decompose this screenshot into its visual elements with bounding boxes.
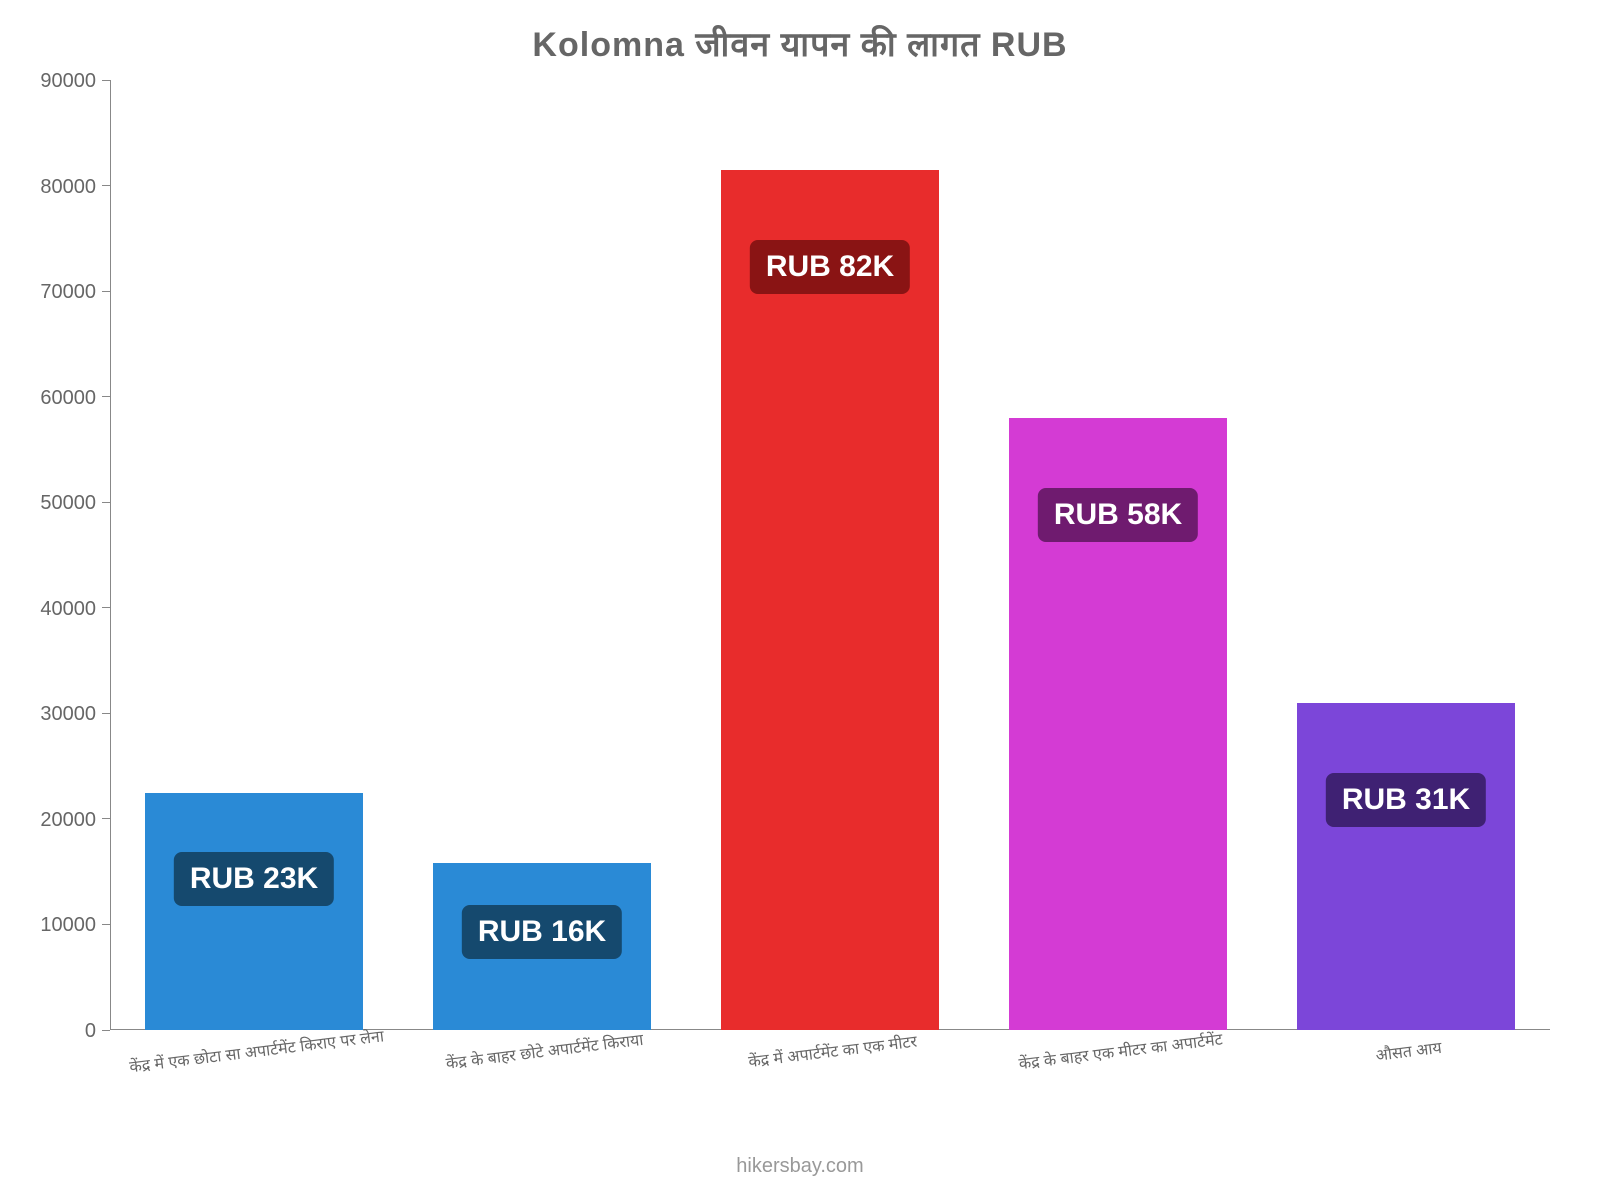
bar-slot: RUB 23Kकेंद्र में एक छोटा सा अपार्टमेंट … (110, 80, 398, 1030)
y-tick-label: 60000 (40, 387, 96, 410)
y-tick-label: 10000 (40, 914, 96, 937)
bar-value-label: RUB 58K (1038, 488, 1198, 542)
chart-container: Kolomna जीवन यापन की लागत RUB 0100002000… (0, 0, 1600, 1200)
y-tick-mark (102, 291, 110, 292)
bar-value-label: RUB 23K (174, 852, 334, 906)
y-tick-mark (102, 80, 110, 81)
y-tick-mark (102, 502, 110, 503)
y-tick-mark (102, 713, 110, 714)
y-tick-label: 80000 (40, 176, 96, 199)
y-tick-label: 0 (85, 1020, 96, 1043)
y-tick-label: 50000 (40, 492, 96, 515)
y-tick-mark (102, 818, 110, 819)
y-tick-mark (102, 396, 110, 397)
x-category-label: केंद्र के बाहर एक मीटर का अपार्टमेंट (1017, 1027, 1223, 1074)
y-tick-label: 70000 (40, 281, 96, 304)
y-tick-label: 40000 (40, 598, 96, 621)
y-tick-mark (102, 1030, 110, 1031)
x-category-label: औसत आय (1374, 1036, 1443, 1066)
y-tick-mark (102, 607, 110, 608)
bar-slot: RUB 31Kऔसत आय (1262, 80, 1550, 1030)
bar (145, 793, 364, 1031)
bar-slot: RUB 16Kकेंद्र के बाहर छोटे अपार्टमेंट कि… (398, 80, 686, 1030)
bar (721, 170, 940, 1030)
bar (1297, 703, 1516, 1030)
bar-slot: RUB 82Kकेंद्र में अपार्टमेंट का एक मीटर (686, 80, 974, 1030)
y-tick-label: 30000 (40, 703, 96, 726)
chart-title: Kolomna जीवन यापन की लागत RUB (0, 20, 1600, 66)
x-category-label: केंद्र में एक छोटा सा अपार्टमेंट किराए प… (128, 1024, 385, 1077)
bar-value-label: RUB 31K (1326, 773, 1486, 827)
x-category-label: केंद्र में अपार्टमेंट का एक मीटर (747, 1030, 918, 1073)
bar-slot: RUB 58Kकेंद्र के बाहर एक मीटर का अपार्टम… (974, 80, 1262, 1030)
x-category-label: केंद्र के बाहर छोटे अपार्टमेंट किराया (445, 1028, 645, 1074)
attribution-text: hikersbay.com (0, 1155, 1600, 1178)
y-tick-mark (102, 185, 110, 186)
plot-area: 0100002000030000400005000060000700008000… (110, 80, 1550, 1030)
y-tick-label: 90000 (40, 70, 96, 93)
bar-value-label: RUB 82K (750, 240, 910, 294)
y-tick-mark (102, 924, 110, 925)
bar-value-label: RUB 16K (462, 905, 622, 959)
y-tick-label: 20000 (40, 809, 96, 832)
